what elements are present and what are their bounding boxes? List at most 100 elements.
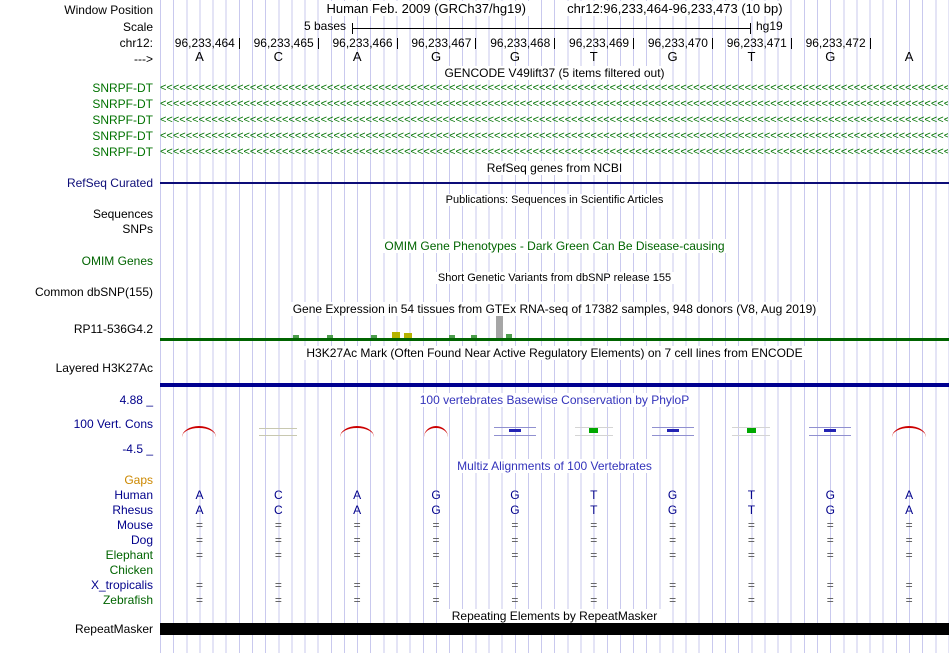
alignment-base: = xyxy=(195,578,203,592)
publications-track-title: Publications: Sequences in Scientific Ar… xyxy=(441,194,668,206)
track-label-snps[interactable]: SNPs xyxy=(122,222,153,236)
gtex-gene-model-bar[interactable] xyxy=(160,338,949,341)
species-label[interactable]: X_tropicalis xyxy=(90,578,153,592)
alignment-base: = xyxy=(195,533,203,547)
track-label-gencode-gene[interactable]: SNRPF-DT xyxy=(92,113,153,127)
gtex-track-title: Gene Expression in 54 tissues from GTEx … xyxy=(288,302,821,316)
conservation-mark xyxy=(892,426,927,437)
gtex-expression-bar[interactable] xyxy=(392,332,400,338)
gencode-transcript-arrows[interactable]: <<<<<<<<<<<<<<<<<<<<<<<<<<<<<<<<<<<<<<<<… xyxy=(160,82,948,94)
gtex-expression-bar[interactable] xyxy=(496,316,503,338)
alignment-base: = xyxy=(669,593,677,607)
alignment-base: = xyxy=(511,533,519,547)
track-label-gencode-gene[interactable]: SNRPF-DT xyxy=(92,97,153,111)
track-label-refseq-curated[interactable]: RefSeq Curated xyxy=(66,176,153,190)
species-label[interactable]: Elephant xyxy=(105,548,153,562)
track-label-gencode-gene[interactable]: SNRPF-DT xyxy=(92,145,153,159)
conservation-mark xyxy=(259,428,298,436)
alignment-base: G xyxy=(825,488,835,502)
gencode-transcript-arrows[interactable]: <<<<<<<<<<<<<<<<<<<<<<<<<<<<<<<<<<<<<<<<… xyxy=(160,114,948,126)
gencode-track-title: GENCODE V49lift37 (5 items filtered out) xyxy=(440,66,669,80)
track-label-sequences[interactable]: Sequences xyxy=(92,207,153,221)
ruler-tick xyxy=(711,38,713,49)
repeatmasker-element-bar[interactable] xyxy=(160,623,949,635)
conservation-mark xyxy=(651,427,694,436)
gtex-track-header[interactable]: Gene Expression in 54 tissues from GTEx … xyxy=(160,302,949,316)
alignment-base: = xyxy=(432,548,440,562)
conservation-max-value: 4.88 _ xyxy=(119,393,153,407)
gencode-transcript-arrows[interactable]: <<<<<<<<<<<<<<<<<<<<<<<<<<<<<<<<<<<<<<<<… xyxy=(160,130,948,142)
refseq-gene-bar[interactable] xyxy=(160,182,949,184)
alignment-base: = xyxy=(432,518,440,532)
omim-track-header[interactable]: OMIM Gene Phenotypes - Dark Green Can Be… xyxy=(160,239,949,253)
species-label[interactable]: Mouse xyxy=(116,518,153,532)
gencode-track-header[interactable]: GENCODE V49lift37 (5 items filtered out) xyxy=(160,66,949,80)
h3k27ac-track-header[interactable]: H3K27Ac Mark (Often Found Near Active Re… xyxy=(160,346,949,360)
conservation-mark xyxy=(423,426,448,437)
alignment-base: A xyxy=(195,488,204,502)
scale-bar xyxy=(352,28,750,29)
reference-base: T xyxy=(747,49,756,64)
scale-right-tick xyxy=(750,23,751,34)
species-label[interactable]: Dog xyxy=(130,533,153,547)
conservation-track-header[interactable]: 100 vertebrates Basewise Conservation by… xyxy=(160,393,949,407)
gtex-expression-bar[interactable] xyxy=(449,335,455,338)
alignment-base: = xyxy=(590,578,598,592)
coordinate-label: 96,233,471 xyxy=(726,36,787,50)
alignment-base: A xyxy=(905,488,914,502)
alignment-base: = xyxy=(826,518,834,532)
species-label[interactable]: Chicken xyxy=(109,563,153,577)
position-title: chr12:96,233,464-96,233,473 (10 bp) xyxy=(563,1,787,16)
gtex-expression-bar[interactable] xyxy=(371,335,377,338)
ruler-tick xyxy=(238,38,240,49)
track-label-layered-h3k27ac[interactable]: Layered H3K27Ac xyxy=(55,361,153,375)
alignment-base: = xyxy=(590,518,598,532)
coordinate-label: 96,233,472 xyxy=(805,36,866,50)
refseq-track-header[interactable]: RefSeq genes from NCBI xyxy=(160,161,949,175)
alignment-base: = xyxy=(195,593,203,607)
alignment-base: = xyxy=(432,578,440,592)
track-label-gtex-gene[interactable]: RP11-536G4.2 xyxy=(73,322,153,336)
reference-base: G xyxy=(825,49,836,64)
dbsnp-track-header[interactable]: Short Genetic Variants from dbSNP releas… xyxy=(160,271,949,285)
track-label-common-dbsnp[interactable]: Common dbSNP(155) xyxy=(34,285,153,299)
alignment-base: = xyxy=(353,578,361,592)
alignment-base: = xyxy=(747,518,755,532)
gencode-transcript-arrows[interactable]: <<<<<<<<<<<<<<<<<<<<<<<<<<<<<<<<<<<<<<<<… xyxy=(160,146,948,158)
alignment-base: G xyxy=(667,488,678,502)
multiz-track-header[interactable]: Multiz Alignments of 100 Vertebrates xyxy=(160,459,949,473)
species-label[interactable]: Zebrafish xyxy=(102,593,153,607)
alignment-base: A xyxy=(353,488,362,502)
coordinate-label: 96,233,470 xyxy=(647,36,708,50)
species-label[interactable]: Human xyxy=(114,488,153,502)
track-label-gencode-gene[interactable]: SNRPF-DT xyxy=(92,129,153,143)
ruler-tick xyxy=(475,38,477,49)
gtex-expression-bar[interactable] xyxy=(506,334,512,338)
species-label[interactable]: Rhesus xyxy=(112,503,153,517)
alignment-base: = xyxy=(274,548,282,562)
window-position-label: Window Position xyxy=(64,3,153,17)
alignment-base: = xyxy=(747,548,755,562)
alignment-base: = xyxy=(826,593,834,607)
repeatmasker-track-header[interactable]: Repeating Elements by RepeatMasker xyxy=(160,609,949,623)
track-label-gencode-gene[interactable]: SNRPF-DT xyxy=(92,81,153,95)
h3k27ac-signal-bar[interactable] xyxy=(160,383,949,387)
alignment-base: = xyxy=(511,578,519,592)
publications-track-header[interactable]: Publications: Sequences in Scientific Ar… xyxy=(160,193,949,207)
reference-base: G xyxy=(430,49,442,64)
gtex-expression-bar[interactable] xyxy=(404,333,412,338)
alignment-base: G xyxy=(667,503,678,517)
gencode-transcript-arrows[interactable]: <<<<<<<<<<<<<<<<<<<<<<<<<<<<<<<<<<<<<<<<… xyxy=(160,98,948,110)
track-label-100-vert-cons[interactable]: 100 Vert. Cons xyxy=(73,417,153,431)
assembly-title: Human Feb. 2009 (GRCh37/hg19) xyxy=(322,1,530,16)
conservation-mark xyxy=(732,427,771,436)
track-label-gaps[interactable]: Gaps xyxy=(124,473,153,487)
gtex-expression-bar[interactable] xyxy=(327,335,333,338)
alignment-base: = xyxy=(590,533,598,547)
gtex-expression-bar[interactable] xyxy=(471,335,477,338)
alignment-base: = xyxy=(826,548,834,562)
track-label-omim-genes[interactable]: OMIM Genes xyxy=(81,254,153,268)
track-label-repeatmasker[interactable]: RepeatMasker xyxy=(74,622,153,636)
alignment-base: A xyxy=(905,503,914,517)
gtex-expression-bar[interactable] xyxy=(293,335,299,338)
